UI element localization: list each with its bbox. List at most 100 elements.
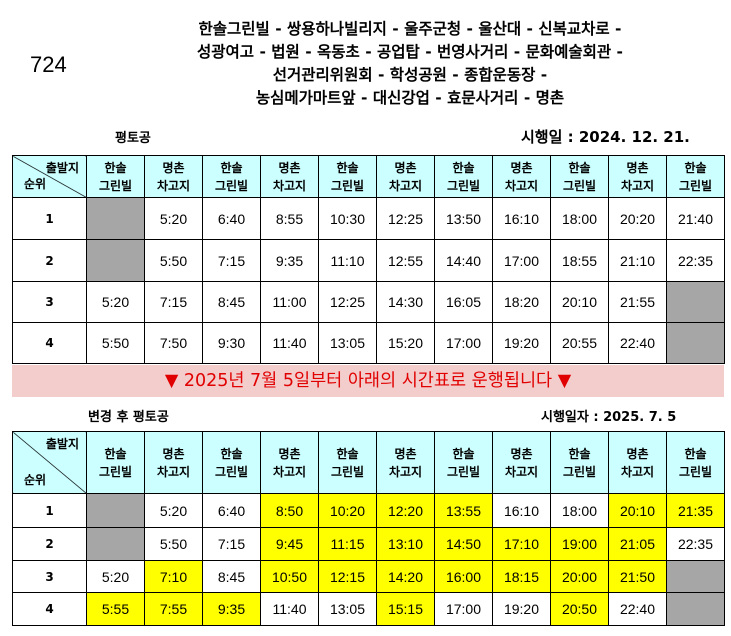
departure-time-cell: 5:50 — [86, 322, 145, 364]
departure-time-cell: 12:20 — [376, 493, 435, 528]
stop-header: 명촌 차고지 — [144, 155, 203, 198]
table2-day-label: 변경 후 평토공 — [88, 410, 169, 425]
departure-time-cell: 8:50 — [260, 493, 319, 528]
stop-header-line: 그린빌 — [214, 464, 249, 479]
departure-time-cell: 18:55 — [550, 239, 609, 282]
departure-time-cell: 13:55 — [434, 493, 493, 528]
stop-header-line: 명촌 — [162, 160, 185, 175]
stop-header: 한솔 그린빌 — [550, 155, 609, 198]
stop-header-line: 그린빌 — [98, 464, 133, 479]
departure-time-cell: 20:10 — [608, 493, 667, 528]
departure-time-cell: 16:10 — [492, 197, 551, 240]
route-number: 724 — [30, 52, 67, 77]
stop-header-line: 명촌 — [162, 446, 185, 461]
stop-header-line: 차고지 — [272, 464, 307, 479]
departure-time-cell: 5:20 — [144, 197, 203, 240]
stop-header-line: 그린빌 — [330, 178, 365, 193]
timetable-new: 출발지 순위 한솔 그린빌 명촌 차고지 한솔 그린빌 명촌 차고지 한솔 그린빌 명촌 차고지 한솔 그… — [12, 431, 725, 626]
departure-time-cell: 21:10 — [608, 239, 667, 282]
corner-cell: 출발지 순위 — [12, 431, 87, 494]
departure-time-cell: 18:15 — [492, 560, 551, 593]
departure-time-cell: 9:35 — [202, 592, 261, 626]
departure-time-cell: 9:30 — [202, 322, 261, 364]
departure-time-cell: 8:45 — [202, 281, 261, 323]
no-service-cell — [86, 197, 145, 240]
departure-time-cell: 15:20 — [376, 322, 435, 364]
rank-cell: 2 — [12, 239, 87, 282]
departure-time-cell: 5:20 — [86, 560, 145, 593]
stop-header-line: 차고지 — [388, 178, 423, 193]
stop-header: 한솔 그린빌 — [318, 155, 377, 198]
timetable-current: 출발지 순위 한솔 그린빌 명촌 차고지 한솔 그린빌 명촌 차고지 한솔 그린빌 명촌 차고지 한솔 그… — [12, 155, 725, 364]
table-row: 3 5:20 7:10 8:45 10:50 12:15 14:20 16:00 18:15 20… — [12, 560, 725, 593]
table1-day-label: 평토공 — [115, 131, 151, 146]
stop-header-line: 그린빌 — [562, 464, 597, 479]
no-service-cell — [86, 527, 145, 561]
departure-time-cell: 11:10 — [318, 239, 377, 282]
stop-header-line: 그린빌 — [214, 178, 249, 193]
departure-time-cell: 17:00 — [434, 592, 493, 626]
departure-time-cell: 15:15 — [376, 592, 435, 626]
table-row: 3 5:20 7:15 8:45 11:00 12:25 14:30 16:05 18:20 20… — [12, 281, 725, 323]
table-row: 1 5:20 6:40 8:50 10:20 12:20 13:55 16:10 18:00 20… — [12, 493, 725, 528]
stop-header-line: 명촌 — [278, 160, 301, 175]
stop-header-line: 차고지 — [156, 464, 191, 479]
departure-time-cell: 21:35 — [666, 493, 725, 528]
stop-header-line: 한솔 — [452, 160, 475, 175]
stop-header-line: 한솔 — [104, 160, 127, 175]
departure-time-cell: 20:10 — [550, 281, 609, 323]
departure-time-cell: 19:20 — [492, 322, 551, 364]
stop-header: 명촌 차고지 — [260, 155, 319, 198]
stop-header: 명촌 차고지 — [608, 431, 667, 494]
corner-origin-label: 출발지 — [45, 437, 79, 451]
departure-time-cell: 17:00 — [434, 322, 493, 364]
departure-time-cell: 9:45 — [260, 527, 319, 561]
departure-time-cell: 18:00 — [550, 493, 609, 528]
stop-header-line: 그린빌 — [678, 178, 713, 193]
departure-time-cell: 12:25 — [376, 197, 435, 240]
departure-time-cell: 11:40 — [260, 322, 319, 364]
departure-time-cell: 10:50 — [260, 560, 319, 593]
departure-time-cell: 8:45 — [202, 560, 261, 593]
rank-cell: 3 — [12, 281, 87, 323]
departure-time-cell: 16:05 — [434, 281, 493, 323]
departure-time-cell: 5:20 — [86, 281, 145, 323]
departure-time-cell: 21:55 — [608, 281, 667, 323]
departure-time-cell: 14:50 — [434, 527, 493, 561]
rank-cell: 2 — [12, 527, 87, 561]
stop-header-line: 한솔 — [104, 446, 127, 461]
stop-header-line: 명촌 — [626, 446, 649, 461]
stop-header-line: 한솔 — [336, 446, 359, 461]
corner-rank-label: 순위 — [24, 473, 47, 487]
departure-time-cell: 11:15 — [318, 527, 377, 561]
stop-header-line: 그린빌 — [330, 464, 365, 479]
departure-time-cell: 13:05 — [318, 322, 377, 364]
stop-header-line: 명촌 — [394, 160, 417, 175]
stop-header-line: 명촌 — [510, 446, 533, 461]
table1-effective-date: 시행일 : 2024. 12. 21. — [521, 128, 690, 146]
stop-header: 한솔 그린빌 — [202, 431, 261, 494]
stop-header-line: 한솔 — [684, 446, 707, 461]
departure-time-cell: 14:30 — [376, 281, 435, 323]
no-service-cell — [666, 592, 725, 626]
table-row: 1 5:20 6:40 8:55 10:30 12:25 13:50 16:10 18:00 20… — [12, 197, 725, 240]
departure-time-cell: 19:00 — [550, 527, 609, 561]
stop-header-line: 차고지 — [504, 178, 539, 193]
stop-header-line: 한솔 — [568, 160, 591, 175]
departure-time-cell: 16:00 — [434, 560, 493, 593]
no-service-cell — [666, 322, 725, 364]
stop-header-line: 한솔 — [220, 160, 243, 175]
rank-cell: 4 — [12, 322, 87, 364]
departure-time-cell: 13:10 — [376, 527, 435, 561]
table-header-row: 출발지 순위 한솔 그린빌 명촌 차고지 한솔 그린빌 명촌 차고지 한솔 그린빌 명촌 차고지 한솔 그… — [12, 155, 725, 198]
departure-time-cell: 17:10 — [492, 527, 551, 561]
stop-header-line: 명촌 — [510, 160, 533, 175]
stop-header-line: 차고지 — [620, 178, 655, 193]
departure-time-cell: 13:05 — [318, 592, 377, 626]
table-row: 2 5:50 7:15 9:45 11:15 13:10 14:50 17:10 19:00 21… — [12, 527, 725, 561]
departure-time-cell: 7:50 — [144, 322, 203, 364]
no-service-cell — [666, 560, 725, 593]
departure-time-cell: 5:50 — [144, 527, 203, 561]
